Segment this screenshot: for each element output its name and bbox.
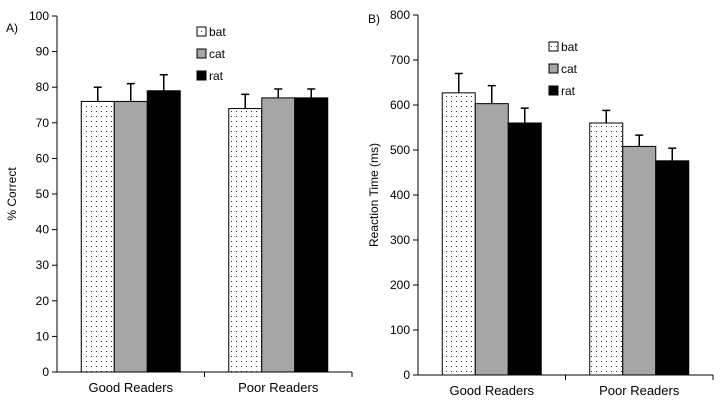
y-tick-label: 400 xyxy=(390,188,410,202)
category-label: Poor Readers xyxy=(238,380,319,395)
bar-bat xyxy=(589,122,624,376)
legend-swatch-rat xyxy=(548,85,559,96)
bar-cat xyxy=(261,97,296,373)
bar-cat xyxy=(113,100,148,373)
y-tick-label: 200 xyxy=(390,278,410,292)
category-label: Good Readers xyxy=(449,383,534,398)
y-tick-label: 30 xyxy=(36,258,50,272)
bar-bat xyxy=(441,92,476,376)
bar-rat xyxy=(507,122,542,376)
y-tick-label: 90 xyxy=(36,45,50,59)
legend-swatch-cat xyxy=(196,48,207,59)
legend-label-cat: cat xyxy=(561,62,578,76)
y-axis-title: Reaction Time (ms) xyxy=(367,143,381,247)
panel-label: B) xyxy=(368,12,380,26)
category-label: Good Readers xyxy=(88,380,173,395)
legend-label-cat: cat xyxy=(209,47,226,61)
y-tick-label: 100 xyxy=(29,9,49,23)
bar-cat xyxy=(474,103,509,376)
y-tick-label: 800 xyxy=(390,8,410,22)
y-tick-label: 10 xyxy=(36,329,50,343)
legend-label-bat: bat xyxy=(209,25,226,39)
bar-cat xyxy=(622,145,657,376)
legend-label-bat: bat xyxy=(561,40,578,54)
y-tick-label: 20 xyxy=(36,294,50,308)
y-tick-label: 100 xyxy=(390,323,410,337)
bar-rat xyxy=(146,90,181,373)
y-tick-label: 500 xyxy=(390,143,410,157)
legend-swatch-cat xyxy=(548,63,559,74)
category-label: Poor Readers xyxy=(599,383,680,398)
panel-label: A) xyxy=(6,21,18,35)
legend-swatch-bat xyxy=(548,41,559,52)
y-tick-label: 80 xyxy=(36,80,50,94)
legend-label-rat: rat xyxy=(209,69,224,83)
y-axis-title: % Correct xyxy=(5,167,19,221)
legend-label-rat: rat xyxy=(561,84,576,98)
y-tick-label: 60 xyxy=(36,151,50,165)
legend-swatch-bat xyxy=(196,26,207,37)
y-tick-label: 300 xyxy=(390,233,410,247)
y-tick-label: 0 xyxy=(403,368,410,382)
y-tick-label: 50 xyxy=(36,187,50,201)
bar-bat xyxy=(228,108,263,373)
y-tick-label: 700 xyxy=(390,53,410,67)
y-tick-label: 600 xyxy=(390,98,410,112)
y-tick-label: 40 xyxy=(36,223,50,237)
bar-bat xyxy=(80,100,115,373)
y-tick-label: 0 xyxy=(42,365,49,379)
y-tick-label: 70 xyxy=(36,116,50,130)
legend-swatch-rat xyxy=(196,70,207,81)
bar-rat xyxy=(655,160,690,376)
bar-rat xyxy=(294,97,329,373)
